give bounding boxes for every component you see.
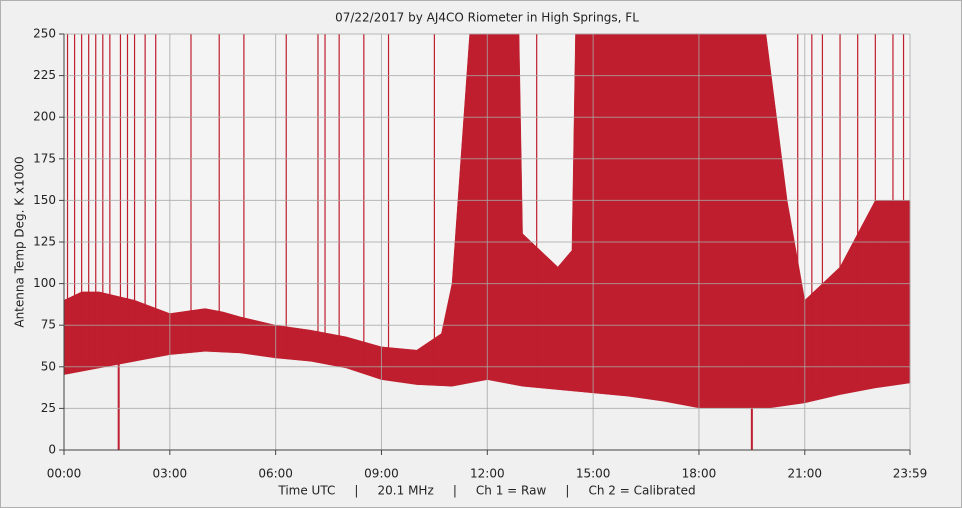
x-tick-label: 00:00 xyxy=(47,467,82,481)
x-tick-label: 09:00 xyxy=(364,467,399,481)
x-tick-label: 06:00 xyxy=(258,467,293,481)
x-axis-label: Time UTC | 20.1 MHz | Ch 1 = Raw | Ch 2 … xyxy=(277,484,695,498)
y-tick-label: 200 xyxy=(33,110,56,124)
y-axis-label: Antenna Temp Deg. K x1000 xyxy=(13,156,27,327)
x-tick-label: 21:00 xyxy=(787,467,822,481)
y-tick-label: 50 xyxy=(41,359,56,373)
y-tick-label: 225 xyxy=(33,68,56,82)
x-tick-label: 18:00 xyxy=(682,467,717,481)
y-tick-label: 250 xyxy=(33,27,56,41)
y-tick-label: 100 xyxy=(33,276,56,290)
x-tick-label: 23:59 xyxy=(893,467,928,481)
x-tick-label: 15:00 xyxy=(576,467,611,481)
y-tick-label: 0 xyxy=(48,443,56,457)
y-tick-label: 25 xyxy=(41,401,56,415)
chart-title: 07/22/2017 by AJ4CO Riometer in High Spr… xyxy=(335,11,639,25)
x-tick-label: 12:00 xyxy=(470,467,505,481)
y-tick-label: 125 xyxy=(33,235,56,249)
y-tick-label: 175 xyxy=(33,151,56,165)
x-tick-label: 03:00 xyxy=(153,467,188,481)
y-tick-label: 150 xyxy=(33,193,56,207)
y-tick-label: 75 xyxy=(41,318,56,332)
